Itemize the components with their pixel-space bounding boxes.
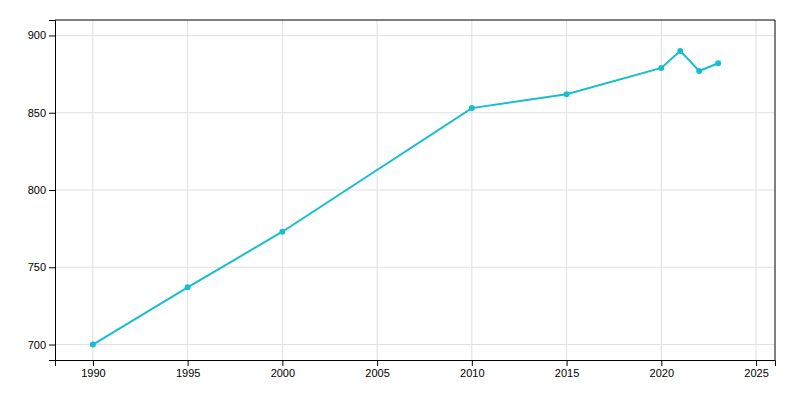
point (469, 105, 475, 111)
grid-line-y (55, 35, 775, 36)
y-tick: 850 (28, 107, 55, 119)
y-tick-label: 700 (28, 339, 46, 351)
y-tick: 700 (28, 339, 55, 351)
point (185, 284, 191, 290)
y-axis: 700 750 800 850 900 (28, 21, 56, 361)
x-tick-label: 1990 (81, 367, 105, 379)
x-tick-label: 1995 (176, 367, 200, 379)
x-tick-mark (661, 360, 662, 366)
x-axis: 1990 1995 2000 2005 2010 2015 2020 2025 (56, 360, 776, 379)
x-tick: 2000 (271, 360, 295, 379)
x-tick-label: 2010 (460, 367, 484, 379)
y-tick: 800 (28, 184, 55, 196)
x-tick: 2010 (460, 360, 484, 379)
series (90, 48, 721, 348)
y-tick-mark (49, 345, 55, 346)
frame-top (55, 20, 775, 21)
x-tick-mark (567, 360, 568, 366)
grid-line-y (55, 267, 775, 268)
y-tick-mark (49, 267, 55, 268)
point (715, 60, 721, 66)
x-tick-mark (377, 360, 378, 366)
x-tick: 2025 (744, 360, 768, 379)
point (90, 342, 96, 348)
x-tick: 1990 (81, 360, 105, 379)
point (677, 48, 683, 54)
x-tick: 2005 (365, 360, 389, 379)
plot: 1990 1995 2000 2005 2010 2015 2020 2025 700 750 80… (28, 20, 776, 379)
x-tick-label: 2015 (555, 367, 579, 379)
y-tick-label: 750 (28, 261, 46, 273)
x-tick-label: 2000 (271, 367, 295, 379)
y-tick-mark (49, 190, 55, 191)
x-tick-label: 2025 (744, 367, 768, 379)
point (279, 229, 285, 235)
x-tick: 2015 (555, 360, 579, 379)
x-tick-mark (756, 360, 757, 366)
point (696, 68, 702, 74)
grid-line-y (55, 344, 775, 345)
x-axis-line (56, 361, 776, 367)
chart: 1990 1995 2000 2005 2010 2015 2020 2025 700 750 80… (0, 0, 800, 400)
x-tick: 1995 (176, 360, 200, 379)
y-tick-mark (49, 35, 55, 36)
point (564, 91, 570, 97)
line (93, 51, 718, 345)
x-tick-label: 2020 (650, 367, 674, 379)
frame-right (775, 20, 776, 360)
x-tick-mark (472, 360, 473, 366)
y-axis-line (49, 21, 56, 361)
grid (55, 20, 775, 360)
x-tick-mark (188, 360, 189, 366)
y-tick: 900 (28, 29, 55, 41)
grid-line-y (55, 112, 775, 113)
point (658, 65, 664, 71)
x-tick-mark (282, 360, 283, 366)
y-tick-label: 800 (28, 184, 46, 196)
y-tick-label: 850 (28, 107, 46, 119)
x-tick-mark (93, 360, 94, 366)
y-tick-label: 900 (28, 29, 46, 41)
y-tick: 750 (28, 261, 55, 273)
y-tick-mark (49, 113, 55, 114)
x-tick-label: 2005 (365, 367, 389, 379)
grid-line-y (55, 190, 775, 191)
x-tick: 2020 (650, 360, 674, 379)
